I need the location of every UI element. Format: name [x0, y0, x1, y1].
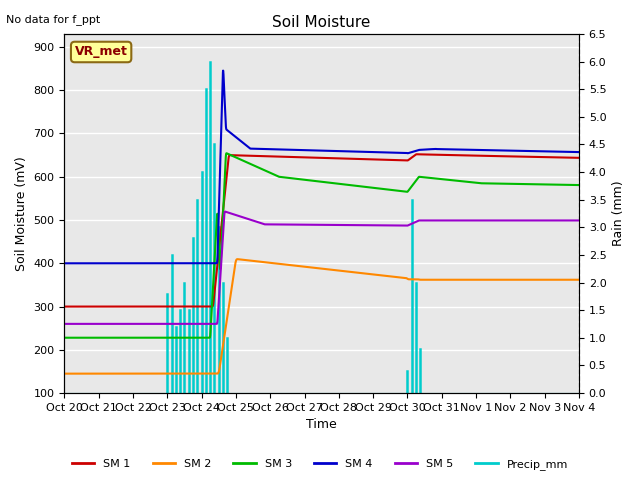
Legend: SM 1, SM 2, SM 3, SM 4, SM 5, Precip_mm: SM 1, SM 2, SM 3, SM 4, SM 5, Precip_mm — [68, 455, 572, 474]
Text: No data for f_ppt: No data for f_ppt — [6, 14, 100, 25]
X-axis label: Time: Time — [307, 419, 337, 432]
Y-axis label: Rain (mm): Rain (mm) — [612, 181, 625, 246]
Text: VR_met: VR_met — [75, 46, 127, 59]
Y-axis label: Soil Moisture (mV): Soil Moisture (mV) — [15, 156, 28, 271]
Title: Soil Moisture: Soil Moisture — [273, 15, 371, 30]
